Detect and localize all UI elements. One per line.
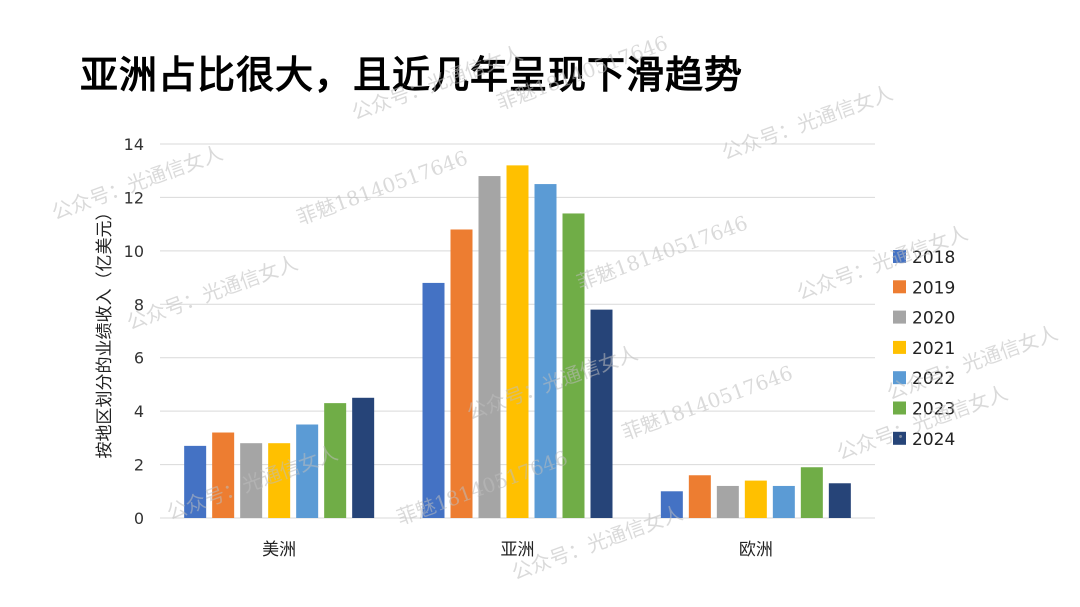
y-tick-label: 14 — [124, 135, 144, 154]
bar — [534, 184, 557, 519]
y-tick-label: 6 — [134, 349, 144, 368]
legend-swatch — [893, 250, 906, 263]
watermark: 公众号：光通信女人 — [124, 251, 301, 335]
bar — [450, 229, 473, 518]
bar — [268, 443, 291, 518]
bar — [562, 213, 585, 518]
y-tick-label: 4 — [134, 402, 144, 421]
bar — [660, 491, 683, 518]
bar — [324, 403, 347, 518]
bar — [828, 483, 851, 518]
y-tick-label: 0 — [134, 509, 144, 528]
watermark: 公众号：光通信女人 — [349, 41, 526, 125]
x-tick-label: 亚洲 — [501, 540, 535, 560]
page-title: 亚洲占比很大，且近几年呈现下滑趋势 — [80, 53, 744, 97]
legend-swatch — [893, 401, 906, 415]
bar — [478, 176, 501, 519]
legend-label: 2019 — [912, 278, 955, 298]
watermark: 公众号：光通信女人 — [719, 81, 896, 165]
y-tick-label: 12 — [124, 188, 144, 207]
bar — [296, 424, 319, 518]
legend-label: 2020 — [912, 309, 955, 329]
legend-label: 2018 — [912, 248, 955, 268]
legend-swatch — [893, 431, 906, 445]
watermark: 菲魅18140517646 — [294, 146, 471, 230]
y-tick-label: 10 — [124, 242, 144, 261]
y-tick-label: 2 — [134, 456, 144, 475]
y-tick-label: 8 — [134, 295, 144, 314]
bar — [744, 480, 767, 518]
x-tick-label: 美洲 — [262, 540, 296, 560]
x-tick-label: 欧洲 — [739, 540, 773, 560]
bar — [212, 432, 235, 518]
bar — [716, 485, 739, 518]
y-axis-label: 按地区划分的业绩收入（亿美元） — [95, 204, 115, 459]
legend-label: 2024 — [912, 430, 955, 450]
legend-swatch — [893, 371, 906, 385]
bar — [800, 467, 823, 518]
legend-swatch — [893, 310, 906, 324]
bar — [422, 282, 445, 518]
watermark: 菲魅18140517646 — [494, 31, 671, 115]
legend-swatch — [893, 340, 906, 354]
bar — [184, 445, 207, 518]
watermark: 菲魅18140517646 — [619, 361, 796, 445]
bar — [688, 475, 711, 518]
legend-label: 2021 — [912, 339, 955, 359]
bar — [590, 309, 613, 518]
legend-label: 2022 — [912, 369, 955, 389]
legend-swatch — [893, 280, 906, 294]
legend-label: 2023 — [912, 400, 955, 420]
watermark: 菲魅18140517646 — [574, 211, 751, 295]
bar — [506, 165, 529, 518]
bar — [352, 397, 375, 518]
bar — [240, 443, 263, 518]
bar — [772, 485, 795, 518]
